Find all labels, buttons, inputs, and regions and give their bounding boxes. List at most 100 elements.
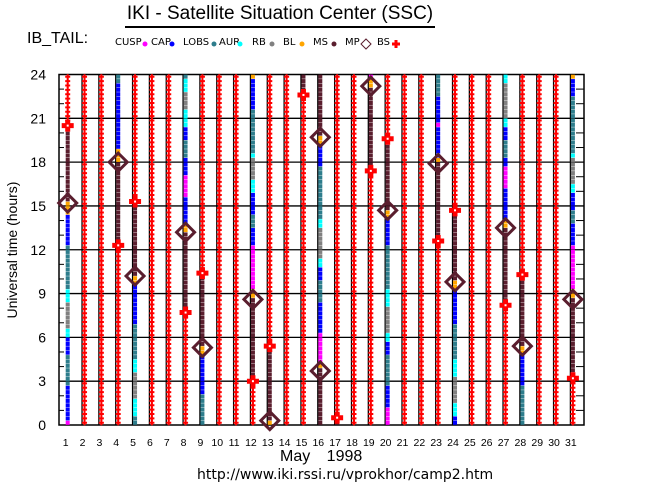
data-point-bs [402, 372, 407, 378]
data-point-cap [183, 127, 188, 132]
data-point-bs [216, 293, 222, 299]
data-point-ms [318, 381, 323, 386]
data-point-bs [149, 288, 155, 294]
data-point-bs [503, 341, 509, 347]
data-point-ms [250, 302, 255, 307]
data-point-bs [469, 310, 475, 316]
data-point-cap [116, 127, 121, 132]
data-point-rb [503, 83, 508, 88]
data-point-bs [553, 380, 559, 386]
data-point-bs [284, 231, 290, 237]
data-point-bs [469, 271, 475, 277]
data-point-lobs [250, 214, 255, 219]
data-point-bs [368, 306, 374, 312]
data-point-ms [133, 214, 138, 219]
data-point-bs [334, 407, 340, 413]
data-point-bs [233, 210, 239, 216]
data-point-bs [132, 122, 138, 128]
data-point-ms [453, 214, 458, 219]
data-point-bs [233, 367, 239, 373]
data-point-bs [115, 297, 121, 303]
data-point-bs [267, 135, 273, 141]
data-point-bs [536, 161, 542, 167]
data-point-bs [351, 411, 357, 417]
data-point-bs [334, 271, 340, 277]
data-point-ms [200, 333, 205, 338]
data-point-bs [452, 161, 458, 167]
data-point-bs [469, 157, 475, 163]
data-point-bs [284, 109, 290, 115]
data-point-bs [536, 170, 542, 176]
data-point-bs [486, 78, 492, 84]
data-point-bs [233, 139, 239, 145]
data-point-bs [351, 87, 357, 93]
data-point-bs [536, 100, 542, 106]
data-point-bs [435, 376, 441, 382]
data-point-bs [199, 249, 205, 255]
data-point-bs [132, 96, 138, 102]
data-point-cap [436, 109, 441, 114]
data-point-bs [402, 284, 407, 290]
data-point-bs [284, 196, 290, 202]
data-point-bs [98, 118, 104, 124]
data-point-bs [418, 109, 424, 115]
data-point-cap [318, 306, 323, 311]
data-point-bs [418, 157, 424, 163]
data-point-bs [166, 188, 172, 194]
legend-cusp-icon [142, 41, 148, 47]
data-point-bs [250, 420, 256, 426]
data-point-bs [536, 394, 542, 400]
data-point-cusp [318, 346, 323, 351]
data-point-bs [351, 148, 357, 154]
data-point-bs [402, 223, 407, 229]
data-point-cap [570, 79, 575, 84]
data-point-bs [418, 236, 424, 242]
data-point-bs [233, 236, 239, 242]
data-point-bs [418, 394, 424, 400]
data-point-rb [385, 324, 390, 329]
data-point-lobs [385, 263, 390, 268]
chart-title-text: IKI - Satellite Situation Center (SSC) [124, 3, 436, 28]
data-point-bs [216, 302, 222, 308]
data-point-lobs [503, 153, 508, 158]
data-point-rb [385, 328, 390, 333]
data-point-ms [267, 403, 272, 408]
data-point-bs [519, 109, 525, 115]
data-point-bs [166, 201, 172, 207]
data-point-bs [418, 385, 424, 391]
data-point-bs [267, 297, 273, 303]
data-point-bs [233, 385, 239, 391]
data-point-rb [570, 171, 575, 176]
data-point-bs [216, 174, 222, 180]
data-point-bs [553, 126, 559, 132]
data-point-bs [368, 188, 374, 194]
data-point-bs [267, 78, 273, 84]
data-point-bs [284, 96, 290, 102]
data-point-bs [149, 266, 155, 272]
data-point-cap [116, 144, 121, 149]
data-point-bs [199, 227, 205, 233]
data-point-bs [536, 131, 542, 137]
data-point-ms [520, 341, 525, 346]
data-point-bs [519, 240, 525, 246]
data-point-bs [368, 415, 374, 421]
data-point-bs [368, 236, 374, 242]
data-point-ms [368, 131, 373, 136]
data-point-bs [469, 96, 475, 102]
data-point-rb [250, 166, 255, 171]
data-point-bs [368, 323, 374, 329]
data-point-ms [503, 263, 508, 268]
data-point-bs [418, 345, 424, 351]
data-point-bs [300, 284, 306, 290]
data-point-bl [385, 214, 390, 219]
data-point-aur [385, 302, 390, 307]
data-point-bs [553, 402, 559, 408]
data-point-ms [250, 333, 255, 338]
data-point-bs [418, 380, 424, 386]
data-point-bs [469, 407, 475, 413]
data-point-ms [318, 92, 323, 97]
data-point-bs [469, 367, 475, 373]
data-point-bs [284, 100, 290, 106]
data-point-lobs [318, 201, 323, 206]
data-point-ms [385, 188, 390, 193]
